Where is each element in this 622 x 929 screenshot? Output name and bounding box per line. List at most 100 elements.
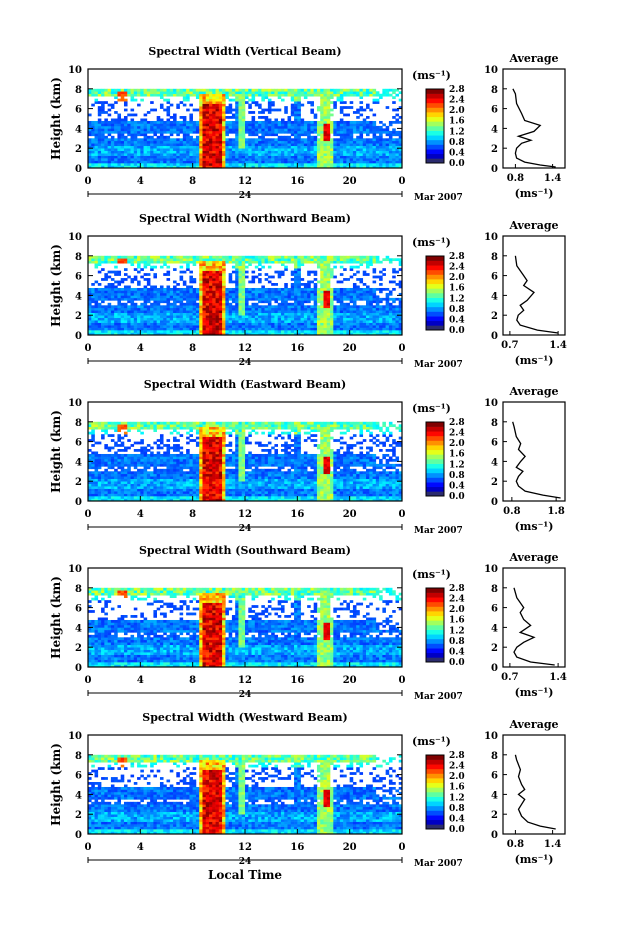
heatmap-cell: [307, 140, 311, 144]
heatmap-cell: [153, 297, 157, 301]
heatmap-cell: [123, 302, 128, 306]
heatmap-cell: [366, 106, 370, 109]
heatmap-cell: [313, 130, 318, 134]
heatmap-cell: [163, 255, 167, 259]
heatmap-cell: [267, 312, 272, 316]
heatmap-cell: [398, 106, 403, 109]
heatmap-cell: [297, 125, 301, 129]
heatmap-cell: [199, 125, 203, 129]
heatmap-cell: [182, 148, 187, 151]
heatmap-cell: [356, 287, 360, 291]
heatmap-cell: [248, 332, 252, 336]
heatmap-cell: [143, 160, 148, 164]
heatmap-cell: [186, 310, 190, 314]
heatmap-cell: [349, 325, 354, 328]
heatmap-cell: [176, 153, 180, 156]
heatmap-cell: [284, 125, 288, 129]
heatmap-cell: [290, 96, 295, 99]
heatmap-cell: [339, 265, 344, 269]
heatmap-cell: [101, 153, 105, 156]
heatmap-cell: [195, 108, 200, 112]
heatmap-cell: [150, 128, 154, 132]
heatmap-cell: [123, 138, 128, 142]
heatmap-cell: [398, 292, 403, 296]
heatmap-cell: [258, 312, 262, 316]
heatmap-cell: [274, 158, 279, 161]
heatmap-cell: [107, 302, 112, 306]
heatmap-cell: [225, 106, 229, 109]
heatmap-cell: [241, 125, 246, 129]
heatmap-cell: [156, 165, 161, 169]
heatmap-cell: [225, 96, 229, 99]
heatmap-cell: [140, 255, 144, 259]
heatmap-cell: [280, 310, 285, 314]
heatmap-cell: [140, 297, 144, 301]
heatmap-cell: [287, 158, 292, 161]
heatmap-cell: [323, 155, 328, 159]
heatmap-cell: [254, 88, 259, 92]
heatmap-cell: [169, 165, 174, 169]
heatmap-cell: [326, 155, 331, 159]
heatmap-cell: [189, 307, 193, 311]
heatmap-cell: [382, 332, 386, 336]
heatmap-cell: [186, 140, 190, 144]
heatmap-cell: [245, 150, 249, 154]
heatmap-cell: [303, 255, 308, 259]
heatmap-cell: [156, 317, 161, 321]
heatmap-cell: [192, 263, 197, 266]
heatmap-cell: [264, 123, 269, 127]
heatmap-cell: [349, 143, 354, 147]
heatmap-cell: [320, 125, 324, 129]
heatmap-cell: [97, 148, 102, 151]
heatmap-cell: [159, 143, 164, 147]
heatmap-cell: [205, 98, 210, 102]
heatmap-cell: [182, 128, 187, 132]
heatmap-cell: [346, 91, 350, 95]
heatmap-cell: [228, 120, 233, 124]
heatmap-cell: [222, 315, 226, 318]
heatmap-cell: [349, 135, 354, 139]
heatmap-cell: [205, 163, 210, 166]
heatmap-cell: [356, 165, 360, 169]
heatmap-cell: [209, 315, 213, 318]
heatmap-cell: [366, 320, 370, 323]
heatmap-cell: [330, 165, 334, 169]
heatmap-cell: [159, 255, 164, 259]
heatmap-cell: [248, 327, 252, 331]
heatmap-cell: [140, 260, 144, 264]
heatmap-cell: [303, 148, 308, 151]
heatmap-cell: [209, 278, 213, 281]
heatmap-cell: [379, 128, 383, 132]
heatmap-cell: [127, 297, 131, 301]
heatmap-cell: [205, 297, 210, 301]
heatmap-cell: [349, 93, 354, 97]
heatmap-cell: [235, 160, 239, 164]
heatmap-cell: [316, 297, 321, 301]
heatmap-cell: [245, 91, 249, 95]
heatmap-cell: [114, 322, 118, 326]
heatmap-cell: [326, 123, 331, 127]
heatmap-cell: [274, 322, 279, 326]
heatmap-cell: [254, 320, 259, 323]
heatmap-cell: [238, 315, 243, 318]
heatmap-cell: [258, 106, 262, 109]
y-tick-label: 8: [75, 252, 82, 263]
heatmap-cell: [212, 258, 216, 262]
colorbar-tick-label: 1.6: [449, 117, 465, 127]
heatmap-cell: [205, 332, 210, 336]
heatmap-cell: [189, 128, 193, 132]
heatmap-cell: [382, 287, 386, 291]
heatmap-cell: [356, 327, 360, 331]
heatmap-cell: [117, 133, 122, 137]
heatmap-cell: [264, 140, 269, 144]
heatmap-cell: [356, 295, 360, 299]
heatmap-cell: [97, 332, 102, 336]
heatmap-cell: [379, 138, 383, 142]
heatmap-cell: [94, 98, 99, 102]
heatmap-cell: [280, 320, 285, 323]
heatmap-cell: [218, 120, 223, 124]
heatmap-cell: [346, 93, 350, 97]
heatmap-cell: [267, 165, 272, 169]
heatmap-cell: [245, 255, 249, 259]
heatmap-cell: [333, 103, 337, 107]
